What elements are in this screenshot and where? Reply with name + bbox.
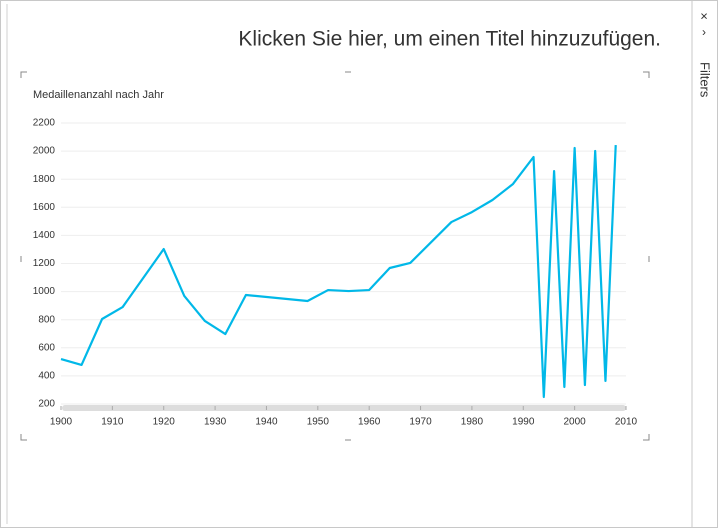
- y-tick-label: 400: [38, 371, 55, 382]
- x-tick-label: 1950: [307, 417, 330, 428]
- x-tick-label: 1910: [101, 417, 124, 428]
- x-tick-label: 2000: [564, 417, 587, 428]
- data-line: [60, 145, 617, 399]
- x-tick-label: 1940: [255, 417, 278, 428]
- x-tick-label: 1990: [512, 417, 535, 428]
- y-tick-label: 1400: [33, 230, 56, 241]
- y-tick-label: 2000: [33, 146, 56, 157]
- x-tick-label: 1900: [50, 417, 73, 428]
- x-tick-label: 1960: [358, 417, 381, 428]
- y-tick-label: 1200: [33, 258, 56, 269]
- x-tick-label: 1970: [409, 417, 432, 428]
- page-title[interactable]: Klicken Sie hier, um einen Titel hinzuzu…: [238, 28, 661, 51]
- y-tick-label: 1600: [33, 202, 56, 213]
- y-tick-label: 600: [38, 342, 55, 353]
- selection-corners: [20, 71, 650, 441]
- y-tick-label: 1000: [33, 286, 56, 297]
- filters-label[interactable]: Filters: [698, 62, 713, 98]
- expand-icon[interactable]: ›: [702, 25, 706, 39]
- y-tick-label: 200: [38, 399, 55, 410]
- scrollbar[interactable]: [62, 405, 626, 411]
- x-tick-label: 1930: [204, 417, 227, 428]
- close-icon[interactable]: ×: [700, 8, 708, 23]
- y-tick-label: 1800: [33, 174, 56, 185]
- x-tick-label: 1920: [153, 417, 176, 428]
- chart-title: Medaillenanzahl nach Jahr: [33, 89, 164, 101]
- x-tick-label: 1980: [461, 417, 484, 428]
- y-tick-label: 800: [38, 314, 55, 325]
- y-tick-label: 2200: [33, 118, 56, 129]
- x-tick-label: 2010: [615, 417, 638, 428]
